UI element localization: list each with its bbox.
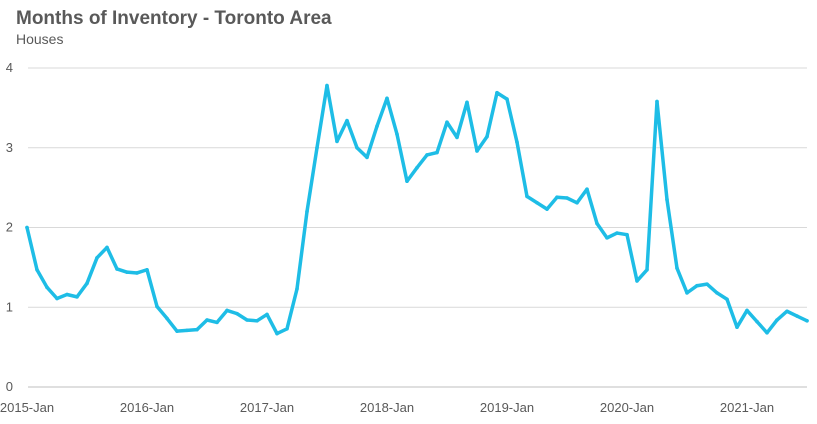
data-point	[375, 124, 379, 129]
data-point	[545, 207, 549, 211]
data-point	[565, 196, 569, 200]
data-point	[575, 200, 579, 205]
data-point	[715, 291, 719, 295]
data-point	[385, 96, 389, 101]
data-point	[785, 309, 789, 314]
data-point	[525, 194, 529, 199]
data-point	[25, 225, 29, 230]
data-point	[85, 281, 89, 286]
data-point	[105, 245, 109, 250]
data-point	[415, 165, 419, 170]
data-point	[225, 308, 229, 313]
data-point	[695, 283, 699, 288]
data-point	[215, 320, 219, 325]
data-point	[745, 308, 749, 313]
data-point	[305, 209, 309, 214]
data-point	[765, 330, 769, 335]
y-tick-label: 1	[6, 299, 13, 314]
data-point	[55, 296, 59, 301]
data-point	[795, 314, 799, 318]
data-point	[275, 331, 279, 336]
data-point	[645, 267, 649, 272]
x-tick-label: 2015-Jan	[0, 400, 54, 415]
data-point	[395, 132, 399, 136]
y-tick-label: 3	[6, 140, 13, 155]
data-point	[535, 200, 539, 205]
y-tick-label: 4	[6, 60, 13, 75]
data-point	[365, 155, 369, 160]
data-point	[585, 187, 589, 192]
data-point	[485, 134, 489, 139]
data-point	[755, 319, 759, 324]
series-line-houses	[25, 83, 809, 336]
data-point	[555, 195, 559, 199]
data-point	[445, 120, 449, 125]
data-point	[635, 279, 639, 283]
data-point	[665, 197, 669, 202]
data-point	[355, 145, 359, 150]
data-point	[185, 328, 189, 333]
data-point	[335, 139, 339, 144]
data-point	[725, 297, 729, 302]
data-point	[175, 329, 179, 333]
data-point	[125, 270, 129, 274]
data-point	[735, 325, 739, 329]
data-point	[325, 83, 329, 88]
data-point	[145, 267, 149, 272]
data-point	[705, 282, 709, 286]
x-tick-label: 2017-Jan	[240, 400, 294, 415]
data-point	[75, 295, 79, 299]
data-point	[515, 140, 519, 144]
x-tick-label: 2018-Jan	[360, 400, 414, 415]
data-point	[115, 267, 119, 271]
y-tick-label: 2	[6, 220, 13, 235]
x-tick-label: 2020-Jan	[600, 400, 654, 415]
data-point	[655, 99, 659, 104]
data-point	[505, 97, 509, 101]
data-point	[435, 150, 439, 155]
data-point	[605, 236, 609, 240]
data-point	[195, 327, 199, 332]
data-point	[265, 312, 269, 317]
data-point	[255, 319, 259, 323]
data-point	[315, 145, 319, 150]
data-point	[295, 287, 299, 291]
data-point	[345, 118, 349, 123]
data-point	[165, 316, 169, 321]
data-point	[235, 311, 239, 316]
data-point	[285, 326, 289, 331]
x-tick-label: 2016-Jan	[120, 400, 174, 415]
chart-title: Months of Inventory - Toronto Area	[16, 8, 332, 29]
data-point	[685, 291, 689, 295]
data-point	[775, 318, 779, 322]
data-point	[205, 318, 209, 322]
data-point	[405, 179, 409, 184]
data-point	[805, 319, 809, 323]
data-point	[95, 256, 99, 260]
data-point	[625, 232, 629, 237]
data-point	[475, 149, 479, 153]
data-point	[65, 292, 69, 297]
data-point	[45, 285, 49, 290]
x-tick-label: 2019-Jan	[480, 400, 534, 415]
data-point	[675, 266, 679, 270]
chart-subtitle: Houses	[16, 31, 64, 47]
data-point	[135, 271, 139, 275]
data-point	[425, 153, 429, 157]
data-point	[465, 100, 469, 105]
data-point	[245, 318, 249, 322]
y-tick-label: 0	[6, 379, 13, 394]
data-point	[595, 221, 599, 226]
data-point	[155, 304, 159, 309]
data-point	[495, 90, 499, 95]
x-tick-label: 2021-Jan	[720, 400, 774, 415]
data-point	[455, 135, 459, 140]
data-point	[35, 267, 39, 272]
data-point	[615, 231, 619, 235]
